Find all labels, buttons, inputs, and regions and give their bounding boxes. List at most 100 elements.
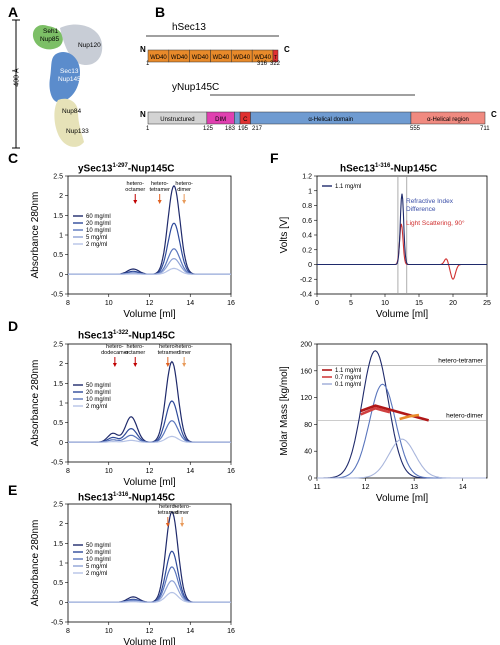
panel-c-arrowhead-1: [157, 200, 162, 204]
panel-f-top-ytick: -0.2: [300, 277, 312, 284]
panel-e-ytick: 1.5: [53, 541, 63, 548]
ynup-tick-555: 555: [410, 126, 421, 132]
panel-e-arrow-label2-0: tetramer: [158, 510, 179, 516]
hsec13-tick-316: 316: [257, 61, 268, 67]
ynup-domain-5: [410, 111, 486, 125]
panel-f-top-ytick: 1.2: [302, 174, 312, 181]
panel-e-series-1: [68, 550, 231, 603]
panel-e-ylabel: Absorbance 280nm: [30, 520, 41, 607]
panel-f-bottom-mass-1: [360, 406, 391, 416]
panel-c-legend-label-3: 5 mg/ml: [86, 235, 107, 241]
panel-d-legend-label-2: 10 mg/ml: [86, 397, 111, 403]
panel-e-xtick: 12: [146, 628, 154, 635]
panel-c-series-0: [68, 184, 231, 275]
label-nup84: Nup84: [62, 108, 82, 115]
panel-f-bottom-legend-label-1: 0.7 mg/ml: [335, 375, 361, 381]
panel-c-arrow-label2-1: tetramer: [149, 187, 170, 193]
panel-c-ytick: 1: [59, 233, 63, 240]
panel-d-label: D: [8, 318, 19, 334]
panel-e-ytick: 2.5: [53, 502, 63, 509]
panel-f-top-ytick: 0.6: [302, 218, 312, 225]
panel-c-frame: [67, 175, 232, 295]
panel-f-bottom-legend-label-2: 0.1 mg/ml: [335, 382, 361, 388]
panel-e-series-4: [68, 591, 231, 603]
panel-f-top-xtick: 20: [449, 300, 457, 307]
panel-d-arrowhead-3: [182, 363, 187, 367]
label-nup120: Nup120: [78, 42, 101, 49]
panel-d-ytick: 2: [59, 361, 63, 368]
panel-f-top-ytick: 0.4: [302, 233, 312, 240]
panel-f-bottom-xtick: 13: [410, 484, 418, 491]
panel-f-bottom-mass-2: [399, 413, 420, 421]
panel-e-arrow-label-1: hetero-: [173, 504, 191, 510]
panel-f-top-xtick: 0: [315, 300, 319, 307]
hsec13-domain-label-3: WD40: [213, 55, 230, 61]
panel-f-bottom-ref-label-1: hetero-dimer: [446, 412, 484, 419]
panel-f-top-axes: 0 5 10 15 20 25 -0.4 -0.2 0 0.2 0.4 0.6 0.8 1 1.2 Volum…: [279, 174, 491, 321]
panel-d-ytick: 1: [59, 401, 63, 408]
panel-f-bottom-xtick: 14: [459, 484, 467, 491]
ynup-domain-2: [234, 111, 241, 125]
panel-d-series-2: [68, 420, 231, 443]
panel-e-legend-label-3: 5 mg/ml: [86, 564, 107, 570]
panel-e-ytick: 0: [59, 600, 63, 607]
panel-e-series-2: [68, 566, 231, 603]
panel-e-axes: 8 10 12 14 16 -0.5 0 0.5 1 1.5 2 2.5 Volume [ml] Abso…: [30, 502, 235, 645]
panel-d-arrow-label-1: hetero-: [127, 344, 145, 350]
ynup-tick-217: 217: [252, 126, 263, 132]
panel-e-legend-label-0: 50 mg/ml: [86, 543, 111, 549]
panel-f-top-frame: [316, 175, 488, 295]
panel-f-bottom-mass-0: [360, 404, 430, 422]
panel-d-arrowhead-2: [165, 363, 170, 367]
hsec13-domain-6: [272, 49, 279, 63]
ri-label-1: Refractive Index: [406, 198, 454, 205]
panel-c-series-1: [68, 222, 231, 275]
ls-label: Light Scattering, 90°: [406, 219, 465, 227]
hsec13-domain-label-5: WD40: [254, 55, 271, 61]
panel-d-xtick: 12: [146, 468, 154, 475]
panel-f-top-ytick: 0.8: [302, 203, 312, 210]
panel-c-xtick: 14: [186, 300, 194, 307]
panel-c-legend-label-1: 20 mg/ml: [86, 221, 111, 227]
panel-c-ytick: 0: [59, 272, 63, 279]
panel-d-arrow-label-3: hetero-: [175, 344, 193, 350]
label-nup85: Nup85: [40, 36, 60, 43]
hsec13-domain-label-6: T: [274, 55, 277, 61]
panel-d-ytick: 0.5: [53, 420, 63, 427]
label-seh1: Seh1: [43, 28, 59, 35]
domain-architecture: WD40 WD40 WD40 WD40 WD40 WD40 T Unstructured DI…: [146, 35, 486, 125]
panel-c-series-4: [68, 267, 231, 275]
panel-d-arrow-label2-1: octamer: [125, 350, 145, 356]
panel-c-arrow-label2-2: dimer: [177, 187, 191, 193]
label-sec13: Sec13: [60, 68, 79, 75]
panel-f-bottom-ytick: 120: [300, 395, 312, 402]
panel-e-xtick: 14: [186, 628, 194, 635]
panel-f-bottom-axes: 11 12 13 14 0 40 80 120 160 200 Volume [ml] Molar M…: [279, 342, 488, 504]
label-nup133: Nup133: [66, 128, 89, 135]
panel-d-series-3: [68, 435, 231, 443]
panel-f-bottom-ytick: 40: [304, 449, 312, 456]
panel-d-arrow-label2-0: dodecamer: [101, 350, 129, 356]
panel-f-bottom-ytick: 0: [308, 476, 312, 483]
panel-c-arrow-label-2: hetero-: [175, 181, 193, 187]
panel-e-legend-label-4: 2 mg/ml: [86, 571, 107, 577]
panel-c-label: C: [8, 150, 19, 166]
panel-d-xtick: 8: [66, 468, 70, 475]
ynup145c-n-terminus: N: [140, 110, 146, 119]
panel-d-xtick: 10: [105, 468, 113, 475]
panel-e-title: hSec131-316-Nup145C: [78, 492, 176, 504]
panel-d-arrow-label-2: hetero-: [159, 344, 177, 350]
seh1-nup85-region: [32, 24, 63, 50]
ynup-tick-183: 183: [225, 126, 236, 132]
panel-f-top-ytick: 0.2: [302, 247, 312, 254]
panel-d-ytick: 0: [59, 440, 63, 447]
panel-c-xtick: 8: [66, 300, 70, 307]
hsec13-domain-label-2: WD40: [192, 55, 209, 61]
panel-c-title: ySec131-297-Nup145C: [78, 163, 175, 175]
panel-f-bottom-series-2: [317, 438, 486, 479]
panel-e-arrow-label-0: hetero-: [159, 504, 177, 510]
panel-e-ytick: 0.5: [53, 580, 63, 587]
sec13-nup145-region: [49, 52, 80, 103]
panel-f-top-legend-label: 1.1 mg/ml: [335, 184, 361, 190]
panel-f-bottom-ylabel: Molar Mass [kg/mol]: [279, 366, 290, 456]
